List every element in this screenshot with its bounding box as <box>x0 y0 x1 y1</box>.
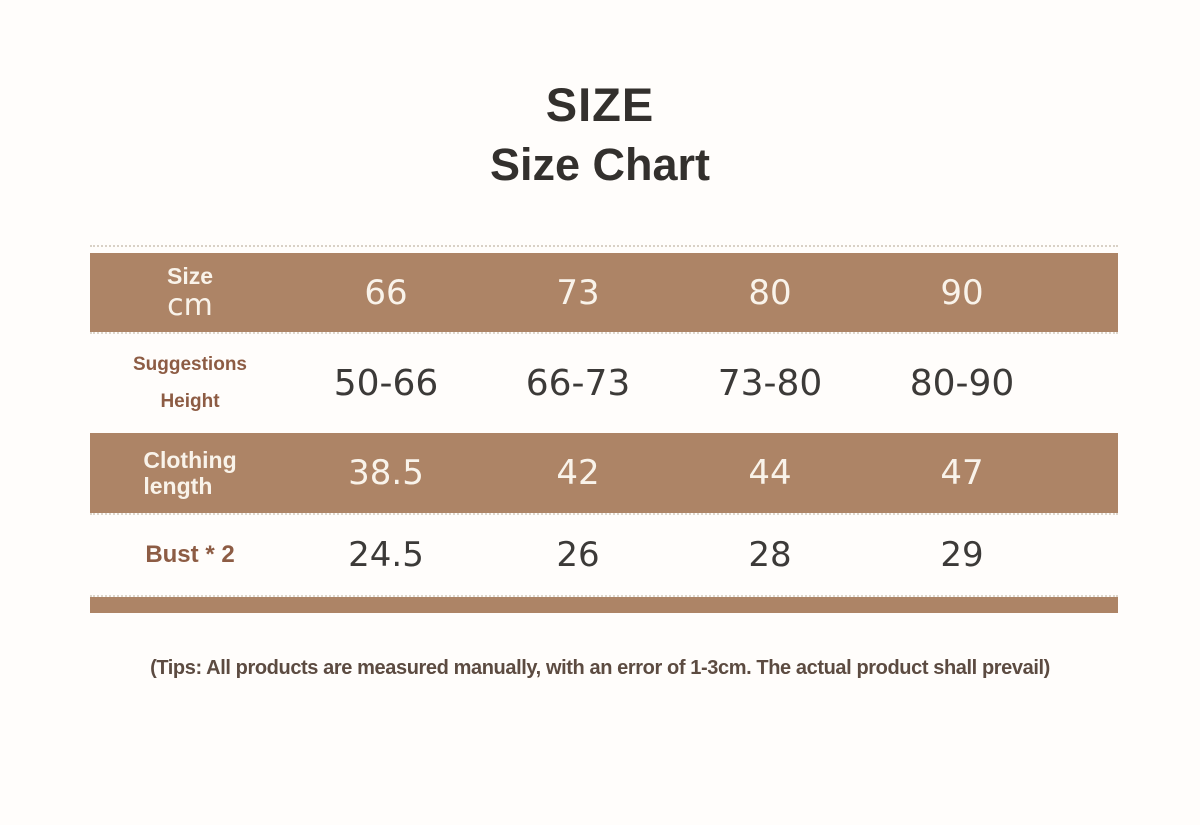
length-value-4: 47 <box>940 453 984 493</box>
length-value-1: 38.5 <box>348 453 424 493</box>
bust-value-1: 24.5 <box>348 535 424 575</box>
row-label-suggestions-inner: Suggestions Height <box>133 354 247 413</box>
size-value-90: 90 <box>940 272 984 313</box>
table-row-clothing-length: Clothing length 38.5 42 44 47 <box>90 433 1118 513</box>
row-label-bust-inner: Bust * 2 <box>145 542 234 568</box>
row-label-size-line2: cm <box>167 287 213 323</box>
length-value-2: 42 <box>556 453 600 493</box>
row-label-bust-text: Bust * 2 <box>145 541 235 568</box>
height-value-4: 80-90 <box>909 363 1015 404</box>
bust-value-2: 26 <box>556 535 600 575</box>
bust-value-4: 29 <box>940 535 984 575</box>
height-value-1: 50-66 <box>333 363 439 404</box>
row-label-bust: Bust * 2 <box>90 542 290 568</box>
length-value-3: 44 <box>748 453 792 493</box>
bust-value-3: 28 <box>748 535 792 575</box>
row-label-size-inner: Size cm <box>167 263 213 323</box>
row-label-clothing-inner: Clothing length <box>143 447 236 499</box>
height-value-2: 66-73 <box>525 363 631 404</box>
row-label-height: Height <box>160 391 220 412</box>
page-title: SIZE Size Chart <box>0 81 1200 188</box>
row-label-suggestions: Suggestions <box>132 354 247 375</box>
title-size-chart: Size Chart <box>489 139 711 190</box>
table-bottom-divider-bar <box>90 597 1118 613</box>
row-label-size-line1: Size <box>166 262 214 289</box>
size-table: Size cm 66 73 80 90 Suggestions Height 5… <box>90 245 1118 613</box>
size-value-73: 73 <box>556 272 600 313</box>
table-row-size-cm: Size cm 66 73 80 90 <box>90 253 1118 332</box>
tips-text: (Tips: All products are measured manuall… <box>150 657 1050 679</box>
size-value-66: 66 <box>364 272 408 313</box>
row-label-suggestions-height: Suggestions Height <box>90 354 290 413</box>
table-row-bust: Bust * 2 24.5 26 28 29 <box>90 513 1118 597</box>
row-label-length: length <box>143 473 213 499</box>
row-label-size: Size cm <box>90 263 290 323</box>
table-row-suggestions-height: Suggestions Height 50-66 66-73 73-80 80-… <box>90 332 1118 433</box>
size-value-80: 80 <box>748 272 792 313</box>
row-label-clothing-length: Clothing length <box>90 447 290 499</box>
title-size: SIZE <box>545 78 655 131</box>
height-value-3: 73-80 <box>717 363 823 404</box>
row-label-clothing: Clothing <box>143 447 237 473</box>
